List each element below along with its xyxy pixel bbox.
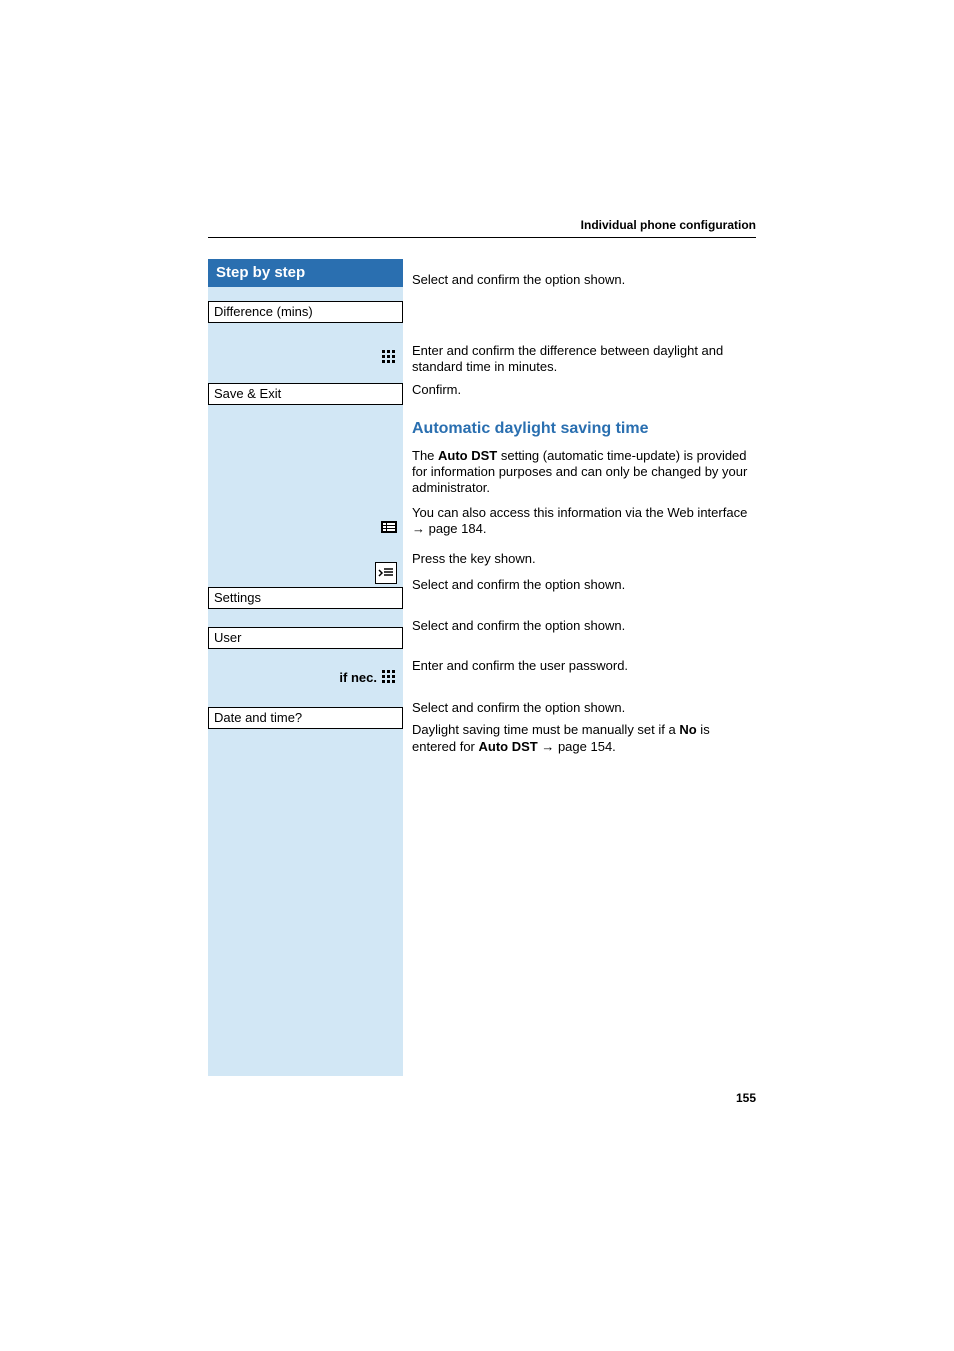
header-rule [208,237,756,238]
instr-select-1: Select and confirm the option shown. [412,272,625,288]
para1-a: The [412,448,438,463]
instr-confirm: Confirm. [412,382,756,398]
para-manual-dst: Daylight saving time must be manually se… [412,722,756,755]
step-ifnec-row: if nec. [208,665,403,689]
para3-a: Daylight saving time must be manually se… [412,722,679,737]
para1-bold: Auto DST [438,448,497,463]
instr-select-3: Select and confirm the option shown. [412,618,756,634]
sidebar-title: Step by step [208,259,403,287]
arrow-icon: → [541,739,554,754]
instr-select-2: Select and confirm the option shown. [412,577,756,593]
step-menu-icon-row [208,561,403,585]
menu-icon [375,562,397,584]
para-web-interface: You can also access this information via… [412,505,756,538]
para2-b: page 184. [425,521,486,536]
step-sidebar: Step by step Difference (mins) Save & Ex… [208,259,403,1076]
para3-autodst: Auto DST [479,739,538,754]
keypad-icon [381,669,397,685]
step-box-date-time: Date and time? [208,707,403,729]
step-box-settings: Settings [208,587,403,609]
instr-enter-diff: Enter and confirm the difference between… [412,343,756,376]
instr-password: Enter and confirm the user password. [412,658,756,674]
step-keypad-icon-row [208,345,403,369]
page: Individual phone configuration Step by s… [0,0,954,1351]
step-list-icon-row [208,517,403,541]
para-auto-dst-info: The Auto DST setting (automatic time-upd… [412,448,756,497]
instr-select-4: Select and confirm the option shown. [412,700,756,716]
para3-no: No [679,722,696,737]
step-box-save-exit: Save & Exit [208,383,403,405]
keypad-icon [381,349,397,365]
para3-e: page 154. [554,739,615,754]
step-box-user: User [208,627,403,649]
heading-auto-dst: Automatic daylight saving time [412,420,756,438]
para2-a: You can also access this information via… [412,505,747,520]
if-nec-label: if nec. [339,670,377,685]
instr-press-key: Press the key shown. [412,551,756,567]
page-number: 155 [736,1091,756,1105]
content-column: Select and confirm the option shown. Ent… [412,259,756,755]
list-icon [381,520,397,538]
step-box-difference: Difference (mins) [208,301,403,323]
arrow-icon: → [412,521,425,536]
running-header: Individual phone configuration [581,218,756,232]
